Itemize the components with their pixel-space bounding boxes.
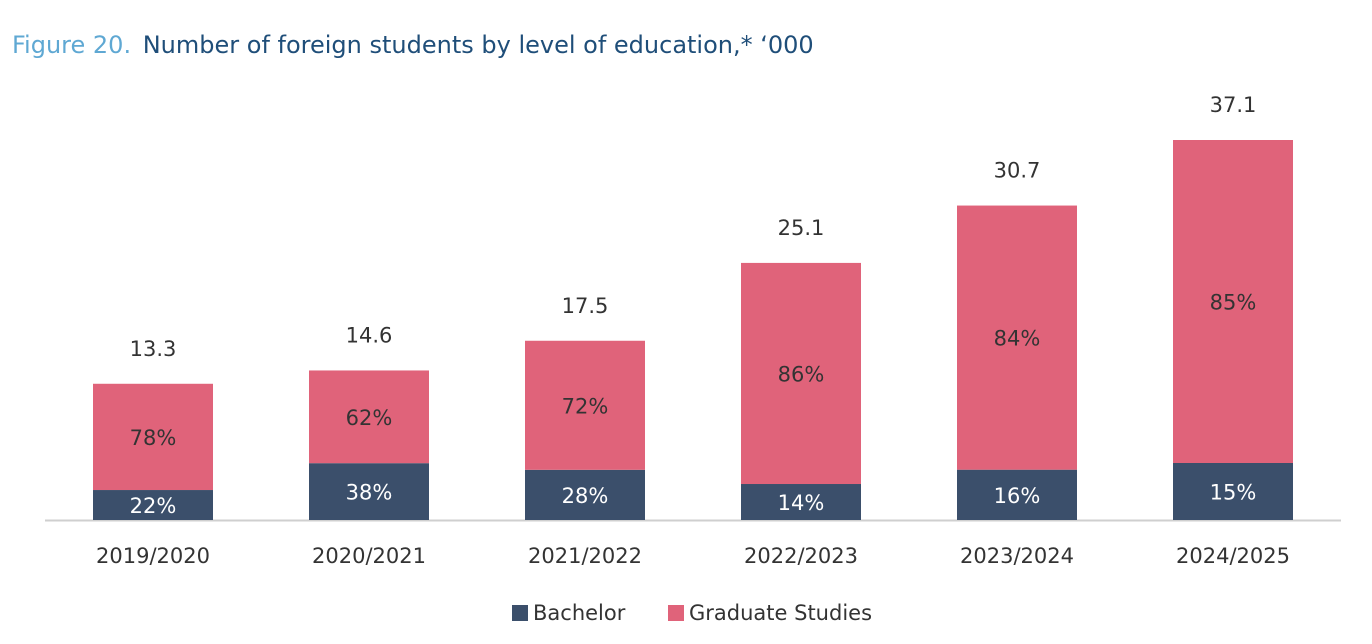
- chart-title: Number of foreign students by level of e…: [143, 31, 814, 59]
- segment-label: 22%: [130, 494, 177, 518]
- bar-segment: [741, 262, 861, 485]
- bar-segment: [1173, 140, 1293, 463]
- x-tick-label: 2023/2024: [960, 544, 1074, 568]
- segment-label: 16%: [994, 484, 1041, 508]
- segment-label: 84%: [994, 327, 1041, 351]
- bar-segment: [93, 383, 213, 491]
- total-label: 37.1: [1210, 93, 1257, 117]
- bar-segment: [741, 484, 861, 520]
- legend-label: Bachelor: [533, 601, 626, 625]
- bar-segment: [93, 490, 213, 520]
- legend-label: Graduate Studies: [689, 601, 872, 625]
- x-tick-label: 2019/2020: [96, 544, 210, 568]
- title: Figure 20. Number of foreign students by…: [12, 31, 814, 59]
- segment-label: 15%: [1210, 481, 1257, 505]
- figure-label: Figure 20.: [12, 31, 131, 59]
- total-label: 13.3: [130, 337, 177, 361]
- total-label: 25.1: [778, 216, 825, 240]
- total-label: 14.6: [346, 323, 393, 347]
- segment-label: 62%: [346, 406, 393, 430]
- bar-segment: [309, 370, 429, 464]
- x-tick-label: 2022/2023: [744, 544, 858, 568]
- segment-label: 85%: [1210, 291, 1257, 315]
- total-label: 17.5: [562, 294, 609, 318]
- segment-label: 86%: [778, 362, 825, 386]
- bar-segment: [525, 469, 645, 520]
- bar-segment: [1173, 463, 1293, 520]
- x-tick-label: 2021/2022: [528, 544, 642, 568]
- bar-segment: [525, 340, 645, 470]
- segment-label: 38%: [346, 481, 393, 505]
- legend-swatch: [668, 605, 684, 621]
- total-label: 30.7: [994, 159, 1041, 183]
- legend-swatch: [512, 605, 528, 621]
- segment-label: 72%: [562, 394, 609, 418]
- bar-segment: [957, 205, 1077, 470]
- x-tick-label: 2020/2021: [312, 544, 426, 568]
- segment-label: 78%: [130, 426, 177, 450]
- segment-label: 28%: [562, 484, 609, 508]
- bar-segment: [957, 469, 1077, 520]
- x-tick-label: 2024/2025: [1176, 544, 1290, 568]
- bar-segment: [309, 463, 429, 520]
- segment-label: 14%: [778, 491, 825, 515]
